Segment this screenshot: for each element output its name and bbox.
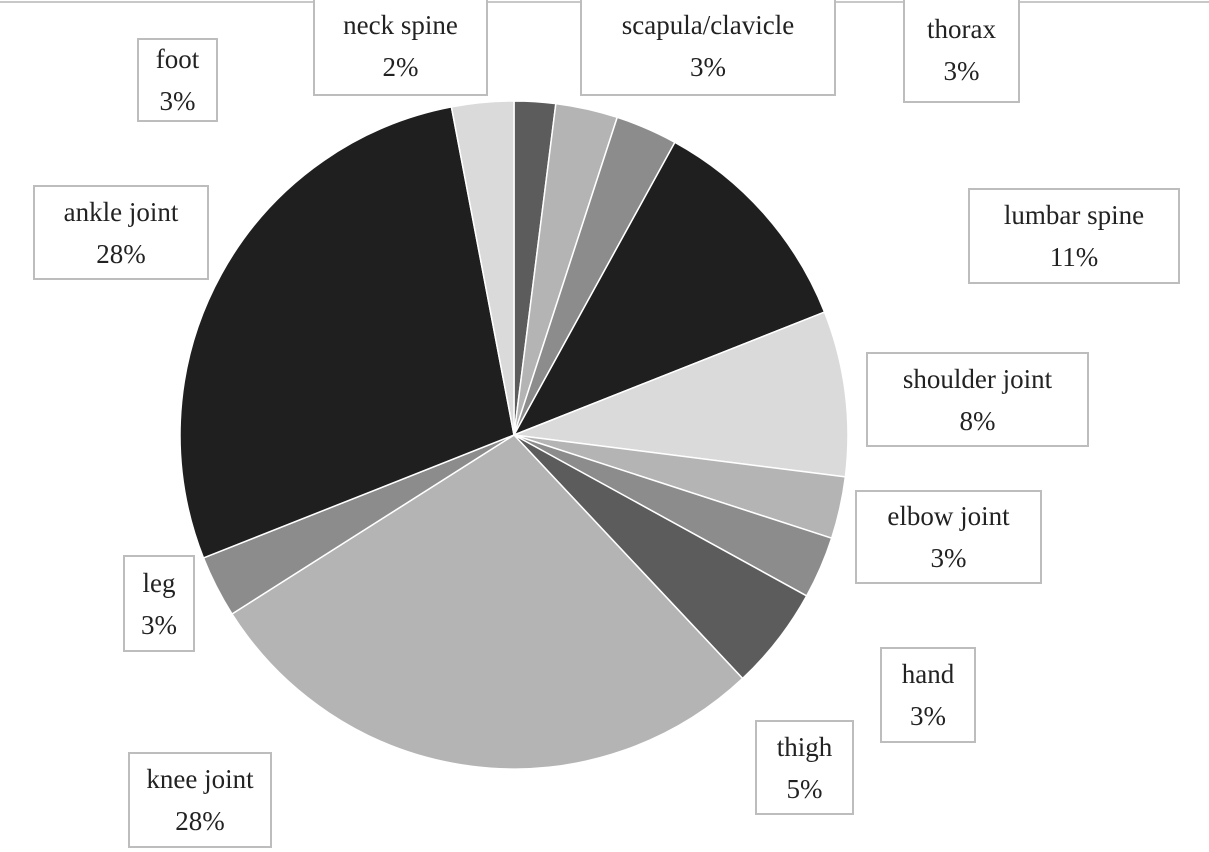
data-label-value: 3% — [159, 86, 196, 116]
data-label-name: leg — [142, 567, 176, 598]
data-label-name: hand — [901, 659, 955, 689]
data-label-leg: leg 3% — [123, 555, 195, 652]
data-label-name: shoulder joint — [902, 363, 1053, 394]
data-label-knee-joint: knee joint 28% — [128, 752, 272, 848]
data-label-value: 11% — [1049, 242, 1099, 272]
data-label-value: 3% — [690, 52, 726, 82]
data-label-value: 28% — [175, 806, 225, 836]
data-label-name: scapula/clavicle — [621, 10, 795, 40]
data-label-value: 28% — [96, 238, 146, 269]
data-label-neck-spine: neck spine 2% — [313, 0, 488, 96]
data-label-value: 2% — [382, 52, 419, 82]
data-label-name: thorax — [927, 13, 996, 44]
data-label-value: 3% — [910, 701, 946, 731]
data-label-thigh: thigh 5% — [755, 720, 854, 815]
data-label-name: knee joint — [146, 764, 254, 794]
data-label-name: foot — [155, 44, 200, 74]
data-label-ankle-joint: ankle joint 28% — [33, 185, 209, 280]
data-label-scapula-clavicle: scapula/clavicle 3% — [580, 0, 836, 96]
pie-slice-ankle-joint — [179, 106, 515, 559]
pie-slice-knee-joint — [230, 434, 744, 770]
data-label-hand: hand 3% — [880, 647, 976, 743]
data-label-value: 3% — [943, 55, 980, 86]
data-label-shoulder-joint: shoulder joint 8% — [866, 352, 1089, 447]
data-label-name: ankle joint — [63, 196, 179, 227]
data-label-elbow-joint: elbow joint 3% — [855, 490, 1042, 584]
data-label-value: 3% — [141, 609, 177, 640]
data-label-name: elbow joint — [887, 501, 1010, 531]
data-label-name: neck spine — [343, 10, 458, 40]
pie-slice-foot — [450, 100, 515, 436]
pie-slice-shoulder-joint — [513, 311, 849, 478]
data-label-value: 8% — [959, 405, 996, 436]
data-label-value: 3% — [930, 543, 967, 573]
pie-slice-lumbar-spine — [512, 141, 826, 437]
data-label-name: lumbar spine — [1003, 200, 1145, 230]
data-label-value: 5% — [786, 773, 823, 804]
data-label-foot: foot 3% — [137, 38, 218, 122]
data-label-thorax: thorax 3% — [903, 0, 1020, 103]
data-label-lumbar-spine: lumbar spine 11% — [968, 188, 1180, 284]
data-label-name: thigh — [776, 731, 833, 762]
